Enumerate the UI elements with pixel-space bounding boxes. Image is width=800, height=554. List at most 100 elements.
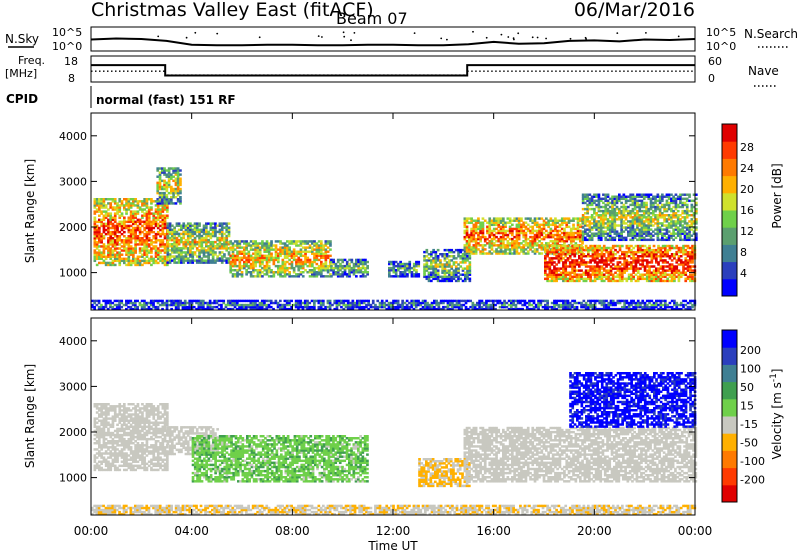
echo-cell: [150, 206, 153, 209]
echo-cell: [549, 229, 553, 233]
echo-cell: [113, 202, 117, 205]
echo-cell: [132, 218, 135, 222]
echo-cell: [113, 216, 117, 219]
echo-cell: [633, 236, 637, 240]
echo-cell: [430, 250, 433, 254]
echo-cell: [468, 244, 471, 247]
echo-cell: [627, 199, 630, 203]
echo-cell: [171, 230, 174, 234]
echo-cell: [483, 244, 487, 247]
echo-cell: [102, 228, 106, 232]
echo-cell: [513, 227, 516, 231]
echo-cell: [490, 242, 494, 245]
echo-cell: [134, 228, 137, 232]
echo-cell: [100, 257, 103, 261]
echo-cell: [597, 205, 601, 209]
echo-cell: [520, 225, 523, 229]
echo-cell: [168, 249, 172, 252]
echo-cell: [200, 249, 204, 252]
echo-cell: [666, 248, 669, 252]
echo-cell: [597, 234, 601, 237]
echo-cell: [533, 219, 537, 222]
echo-cell: [211, 226, 215, 229]
echo-cell: [315, 242, 319, 245]
echo-cell: [145, 239, 149, 242]
echo-cell: [352, 273, 356, 276]
echo-cell: [631, 226, 635, 229]
echo-cell: [591, 267, 595, 270]
echo-cell: [171, 236, 174, 240]
echo-cell: [306, 240, 310, 243]
echo-cell: [107, 230, 110, 234]
echo-cell: [166, 222, 170, 225]
echo-cell: [645, 265, 649, 268]
echo-cell: [131, 301, 135, 305]
echo-cell: [688, 199, 691, 203]
echo-cell: [490, 219, 494, 222]
echo-cell: [118, 206, 122, 209]
echo-cell: [104, 228, 108, 232]
echo-cell: [324, 266, 328, 270]
echo-cell: [123, 243, 126, 246]
echo-cell: [205, 255, 208, 258]
echo-cell: [111, 206, 115, 209]
echo-cell: [556, 240, 559, 243]
echo-cell: [252, 252, 255, 255]
echo-cell: [136, 202, 140, 205]
noise-panel: N.Sky 10^5 10^0 10^5 10^0 N.Search: [5, 26, 798, 53]
echo-cell: [240, 266, 244, 270]
echo-cell: [621, 263, 624, 266]
echo-cell: [566, 273, 570, 276]
echo-cell: [138, 230, 142, 234]
echo-cell: [111, 239, 115, 242]
echo-cell: [622, 205, 626, 209]
echo-cell: [657, 277, 660, 281]
echo-cell: [339, 266, 342, 270]
echo-cell: [599, 228, 603, 231]
echo-cell: [107, 255, 110, 258]
echo-cell: [270, 258, 273, 262]
echo-cell: [211, 251, 215, 254]
echo-cell: [587, 275, 590, 279]
echo-cell: [468, 269, 472, 272]
echo-cell: [223, 247, 226, 250]
echo-cell: [189, 251, 192, 254]
echo-cell: [606, 232, 610, 235]
echo-cell: [324, 244, 328, 247]
echo-cell: [334, 273, 338, 276]
echo-cell: [682, 250, 685, 254]
echo-cell: [102, 249, 106, 252]
echo-cell: [658, 195, 662, 198]
echo-cell: [602, 216, 605, 219]
echo-cell: [670, 265, 674, 268]
echo-cell: [120, 249, 124, 252]
echo-cell: [564, 273, 568, 276]
echo-cell: [295, 273, 298, 276]
echo-cell: [589, 273, 592, 276]
echo-cell: [180, 249, 183, 252]
echo-cell: [481, 221, 485, 224]
echo-cell: [357, 258, 360, 262]
echo-cell: [138, 251, 142, 254]
echo-cell: [288, 248, 291, 251]
echo-cell: [673, 267, 676, 270]
echo-cell: [622, 203, 626, 207]
echo-cell: [611, 207, 614, 211]
echo-cell: [186, 247, 190, 250]
echo-cell: [645, 201, 648, 205]
echo-cell: [168, 259, 172, 262]
echo-cell: [622, 195, 626, 198]
echo-cell: [240, 275, 244, 278]
echo-cell: [163, 196, 166, 199]
echo-cell: [568, 250, 572, 254]
echo-cell: [392, 275, 396, 278]
echo-cell: [98, 232, 101, 236]
echo-cell: [93, 243, 97, 246]
echo-cell: [443, 267, 447, 270]
echo-cell: [633, 201, 637, 205]
echo-cell: [611, 224, 614, 227]
echo-cell: [582, 253, 586, 256]
echo-cell: [100, 202, 103, 205]
echo-cell: [161, 187, 164, 191]
echo-cell: [618, 199, 621, 203]
